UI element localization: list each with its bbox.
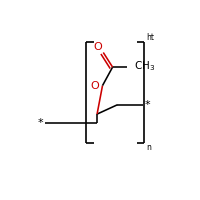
Text: CH$_3$: CH$_3$ (134, 59, 155, 73)
Text: ht: ht (146, 33, 154, 42)
Text: O: O (93, 42, 102, 52)
Text: n: n (146, 143, 151, 152)
Text: *: * (145, 100, 151, 110)
Text: O: O (91, 81, 99, 91)
Text: *: * (38, 118, 43, 128)
